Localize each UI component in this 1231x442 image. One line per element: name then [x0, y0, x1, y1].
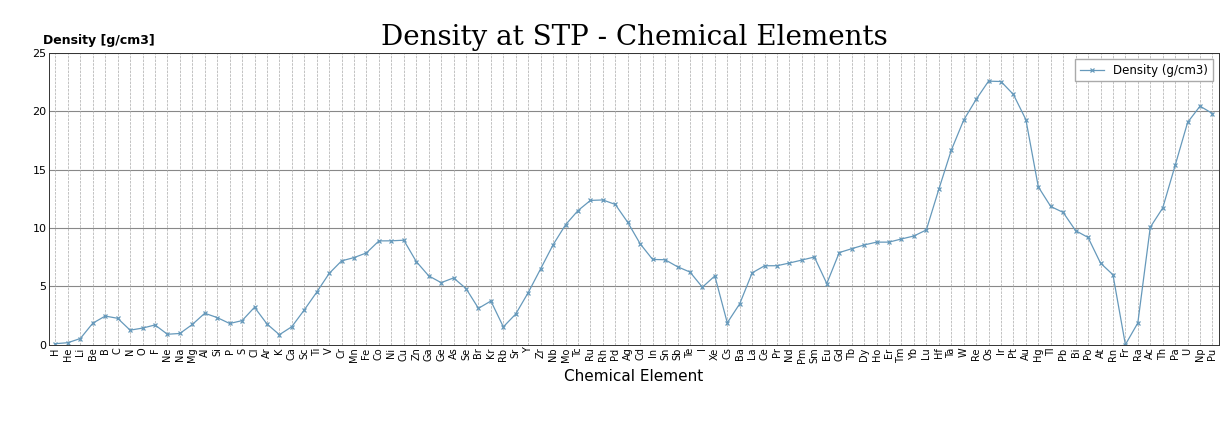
Density (g/cm3)	[745, 270, 760, 275]
Density (g/cm3)	[1205, 111, 1220, 116]
Density (g/cm3)	[918, 227, 933, 232]
X-axis label: Chemical Element: Chemical Element	[564, 369, 704, 384]
Legend: Density (g/cm3): Density (g/cm3)	[1076, 59, 1213, 81]
Title: Density at STP - Chemical Elements: Density at STP - Chemical Elements	[380, 24, 888, 51]
Line: Density (g/cm3): Density (g/cm3)	[53, 79, 1215, 347]
Density (g/cm3)	[48, 341, 63, 347]
Density (g/cm3)	[981, 79, 996, 84]
Density (g/cm3)	[496, 324, 511, 330]
Density (g/cm3)	[347, 255, 362, 260]
Density (g/cm3)	[533, 266, 548, 271]
Text: Density [g/cm3]: Density [g/cm3]	[43, 34, 155, 47]
Density (g/cm3)	[1118, 342, 1133, 347]
Density (g/cm3)	[247, 305, 262, 310]
